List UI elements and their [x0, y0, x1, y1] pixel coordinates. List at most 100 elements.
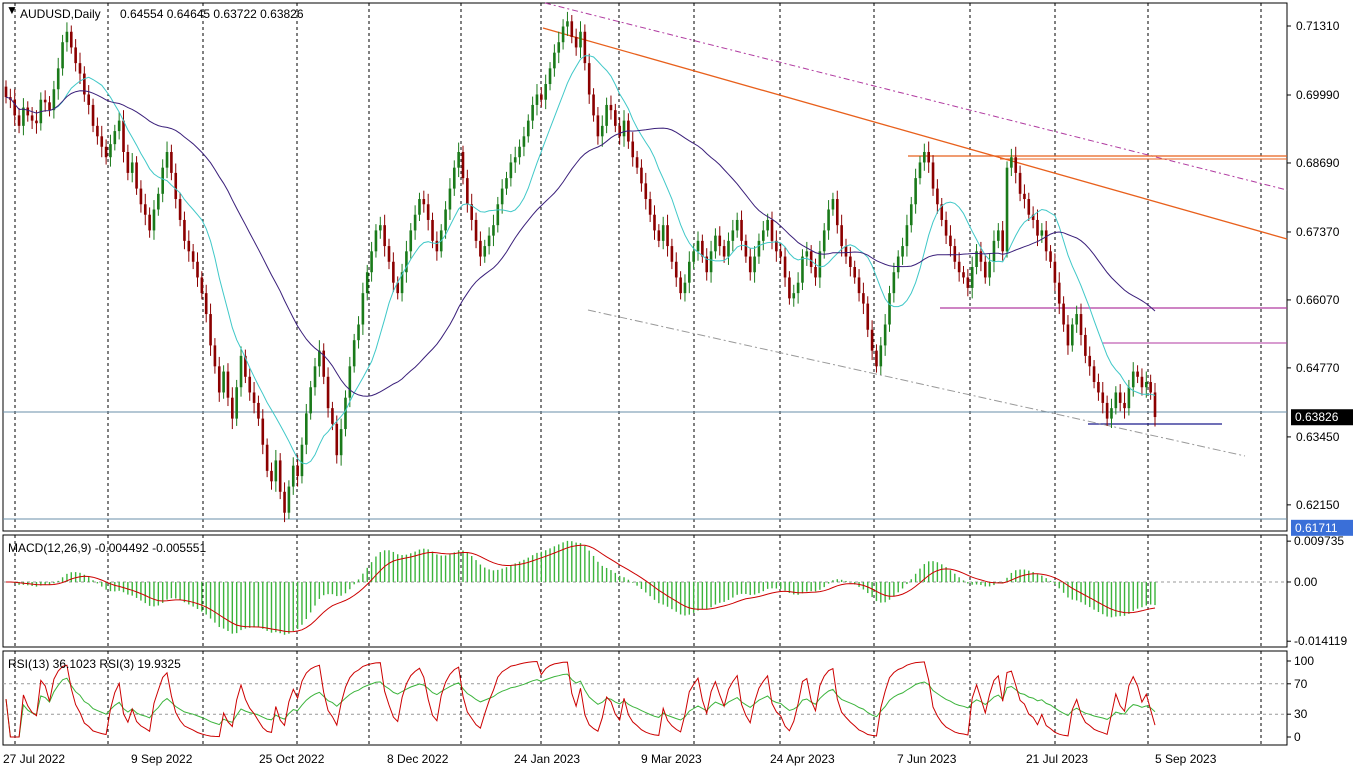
rsi-tick-label: 30: [1294, 707, 1308, 721]
candle-body: [966, 277, 970, 288]
candle-body: [870, 329, 874, 351]
candle-body: [500, 188, 504, 205]
candle-body: [526, 120, 530, 137]
candle-body: [278, 460, 282, 492]
candle-body: [822, 230, 826, 252]
candle-body: [692, 251, 695, 262]
candle-body: [618, 125, 621, 137]
candle-body: [226, 371, 230, 398]
candle-body: [183, 219, 186, 241]
low-price-tag: [1291, 519, 1353, 536]
candle-body: [853, 267, 856, 278]
candle-body: [587, 63, 591, 95]
channel-bottom-line: [587, 309, 1246, 457]
candle-body: [909, 204, 913, 226]
candle-body: [496, 204, 500, 226]
candle-body: [1062, 303, 1065, 325]
candle-body: [1092, 366, 1096, 383]
candle-body: [291, 465, 295, 487]
candle-body: [104, 146, 108, 158]
channel-top-line: [544, 2, 1288, 191]
candle-body: [944, 219, 948, 236]
price-tick-label: 0.67370: [1296, 225, 1340, 239]
date-tick-label: 21 Jul 2023: [1026, 752, 1088, 766]
candle-body: [1010, 157, 1013, 168]
candle-body: [383, 225, 386, 247]
candle-body: [535, 94, 539, 105]
candle-body: [1005, 167, 1009, 252]
candle-body: [705, 256, 709, 273]
ohlc-readout: 0.64554 0.64645 0.63722 0.63826: [120, 7, 304, 21]
candle-body: [609, 104, 613, 111]
candle-body: [48, 102, 51, 111]
candle-body: [26, 107, 30, 116]
candle-body: [879, 345, 883, 367]
candle-body: [635, 157, 639, 168]
low-price-tag-label: 0.61711: [1295, 521, 1338, 535]
price-pane-frame: [2, 2, 1288, 532]
collapse-arrow-icon[interactable]: ▼: [6, 3, 18, 17]
candle-body: [888, 293, 891, 325]
candle-body: [444, 209, 447, 231]
date-tick-label: 7 Jun 2023: [897, 752, 957, 766]
descending-resistance-line: [542, 27, 1288, 240]
candle-body: [461, 151, 465, 179]
candle-body: [348, 366, 352, 398]
rsi-tick-label: 70: [1294, 677, 1308, 691]
candle-body: [574, 36, 578, 48]
candle-body: [840, 225, 843, 247]
candle-body: [1144, 382, 1148, 388]
candle-body: [940, 204, 944, 220]
candle-body: [83, 73, 86, 95]
candle-body: [244, 355, 247, 377]
price-tick-label: 0.68690: [1296, 156, 1340, 170]
candle-body: [13, 99, 17, 116]
candle-body: [862, 293, 865, 304]
candle-body: [640, 167, 643, 184]
candle-body: [87, 94, 90, 105]
candle-body: [801, 256, 804, 283]
candle-body: [596, 115, 600, 137]
candle-body: [178, 199, 182, 220]
candle-body: [583, 31, 587, 64]
candle-body: [78, 63, 82, 74]
candle-body: [835, 199, 839, 226]
rsi-pane-frame: [2, 650, 1288, 746]
candle-body: [200, 277, 204, 294]
candle-body: [570, 21, 574, 37]
candle-body: [283, 491, 286, 513]
date-tick-label: 24 Apr 2023: [770, 752, 835, 766]
candle-body: [257, 402, 260, 419]
price-tick-label: 0.69990: [1296, 88, 1340, 102]
candle-body: [727, 240, 730, 257]
candle-body: [1084, 334, 1087, 356]
candle-body: [161, 167, 164, 194]
candle-body: [217, 366, 221, 393]
trendlines: [3, 2, 1288, 520]
candle-body: [174, 172, 178, 200]
candle-body: [1014, 157, 1018, 173]
candle-body: [983, 261, 987, 278]
date-tick-label: 9 Sep 2022: [131, 752, 193, 766]
candle-body: [1136, 371, 1139, 377]
candle-body: [378, 225, 382, 231]
candle-body: [91, 104, 95, 126]
candle-body: [392, 261, 395, 283]
price-tick-label: 0.62150: [1296, 498, 1340, 512]
candle-body: [96, 125, 99, 137]
candle-body: [100, 136, 104, 147]
candle-body: [709, 251, 713, 273]
candle-body: [731, 230, 735, 241]
candle-body: [65, 31, 69, 43]
candle-body: [252, 392, 256, 403]
candle-body: [426, 204, 430, 220]
candle-body: [1101, 392, 1105, 403]
candle-body: [492, 225, 495, 236]
candle-body: [1123, 402, 1126, 409]
candle-body: [544, 84, 547, 100]
candle-body: [1075, 314, 1078, 325]
candle-body: [1140, 376, 1144, 388]
candle-body: [1071, 324, 1074, 346]
candle-body: [130, 162, 134, 173]
